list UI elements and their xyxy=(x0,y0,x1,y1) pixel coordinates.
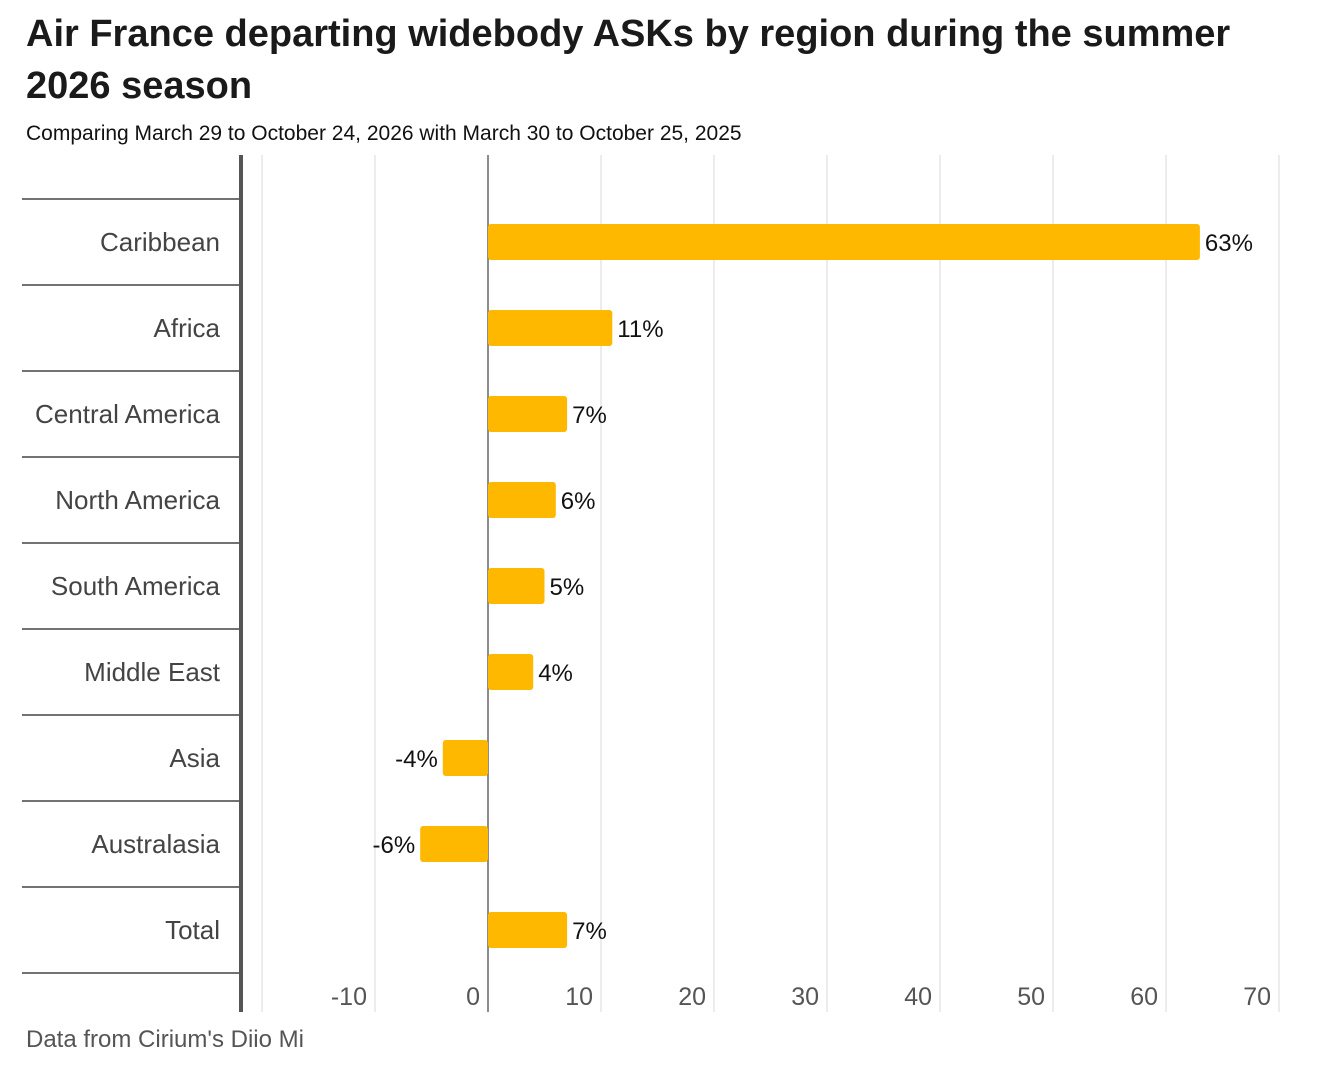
chart-subtitle: Comparing March 29 to October 24, 2026 w… xyxy=(26,122,742,145)
x-tick-label: 70 xyxy=(1243,983,1271,1011)
data-label: -4% xyxy=(395,746,438,773)
bar xyxy=(488,482,556,518)
bar xyxy=(442,740,488,776)
category-label: Africa xyxy=(154,313,221,343)
data-label: -6% xyxy=(373,832,416,859)
x-tick-label: 50 xyxy=(1017,983,1045,1011)
data-label: 6% xyxy=(561,488,596,515)
bar xyxy=(488,568,545,604)
category-label: North America xyxy=(55,485,220,515)
x-axis-ticks: -10 0 10 20 30 40 50 60 70 xyxy=(331,983,1271,1011)
data-label: 11% xyxy=(617,316,663,343)
source-note: Data from Cirium's Diio Mi xyxy=(26,1026,304,1053)
data-label: 7% xyxy=(572,402,607,429)
category-rows: Caribbean Africa Central America North Amer… xyxy=(22,155,243,1012)
data-label: 63% xyxy=(1205,230,1253,257)
bars: 63% 11% 7% 6% 5% 4% -4% -6% 7% xyxy=(373,224,1253,948)
chart-title: Air France departing widebody ASKs by re… xyxy=(26,13,1231,107)
x-tick-label: 30 xyxy=(791,983,819,1011)
category-label: Total xyxy=(165,915,220,945)
category-label: Caribbean xyxy=(100,227,220,257)
category-label: Middle East xyxy=(84,657,221,687)
category-label: Australasia xyxy=(91,829,220,859)
x-tick-label: 10 xyxy=(565,983,593,1011)
gridlines xyxy=(261,155,1280,1012)
bar xyxy=(488,912,568,948)
bar xyxy=(488,310,613,346)
x-tick-label: 40 xyxy=(904,983,932,1011)
x-tick-label: 20 xyxy=(678,983,706,1011)
bar xyxy=(420,826,488,862)
x-tick-label: 60 xyxy=(1130,983,1158,1011)
category-label: South America xyxy=(51,571,221,601)
data-label: 5% xyxy=(550,574,585,601)
category-label: Asia xyxy=(169,743,220,773)
bar xyxy=(488,396,568,432)
x-tick-label: 0 xyxy=(466,983,480,1011)
bar xyxy=(488,654,534,690)
bar xyxy=(488,224,1200,260)
category-label: Central America xyxy=(35,399,220,429)
x-tick-label: -10 xyxy=(331,983,367,1011)
data-label: 4% xyxy=(538,660,573,687)
data-label: 7% xyxy=(572,918,607,945)
